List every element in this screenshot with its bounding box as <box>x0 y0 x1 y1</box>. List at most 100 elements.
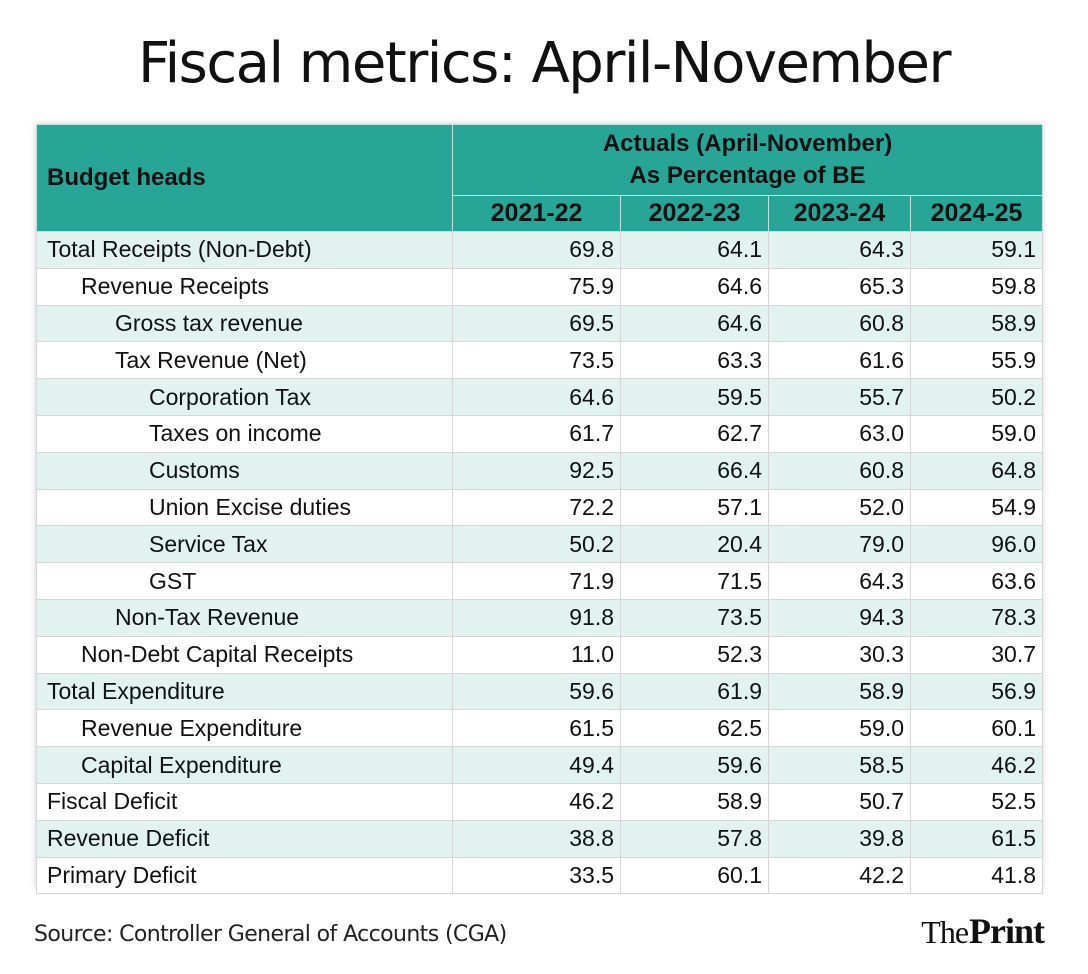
value-cell: 64.6 <box>620 304 769 343</box>
row-label: Customs <box>36 451 453 490</box>
value-cell: 63.6 <box>909 562 1044 600</box>
row-label: Fiscal Deficit <box>36 782 453 821</box>
value-cell: 72.2 <box>452 488 621 527</box>
table-body: Total Receipts (Non-Debt) 69.8 64.1 64.3 59.… <box>36 231 1044 895</box>
value-cell: 60.1 <box>620 856 769 895</box>
value-cell: 64.3 <box>768 562 911 600</box>
value-cell: 61.7 <box>452 414 621 453</box>
year-header: 2022-23 <box>620 195 769 232</box>
value-cell: 20.4 <box>620 525 769 564</box>
value-cell: 64.6 <box>452 378 621 416</box>
value-cell: 59.6 <box>620 746 769 784</box>
row-label: Revenue Receipts <box>36 267 453 306</box>
budget-heads-header: Budget heads <box>36 124 453 232</box>
table-row: Corporation Tax 64.6 59.5 55.7 50.2 <box>36 378 1044 416</box>
table-row: Taxes on income 61.7 62.7 63.0 59.0 <box>36 414 1044 453</box>
value-cell: 59.6 <box>452 672 621 711</box>
table-row: GST 71.9 71.5 64.3 63.6 <box>36 562 1044 600</box>
value-cell: 60.8 <box>768 451 911 490</box>
value-cell: 33.5 <box>452 856 621 895</box>
page-title: Fiscal metrics: April-November <box>137 31 952 96</box>
value-cell: 60.1 <box>909 709 1044 748</box>
row-label: Primary Deficit <box>36 856 453 895</box>
logo-name: Print <box>969 911 1045 951</box>
value-cell: 59.0 <box>768 709 911 748</box>
logo-prefix: The <box>921 914 969 950</box>
value-cell: 41.8 <box>909 856 1044 895</box>
value-cell: 60.8 <box>768 304 911 343</box>
value-cell: 50.2 <box>452 525 621 564</box>
value-cell: 30.7 <box>909 635 1044 674</box>
row-label: Revenue Deficit <box>36 819 453 858</box>
value-cell: 78.3 <box>909 598 1044 637</box>
value-cell: 71.5 <box>620 562 769 600</box>
value-cell: 64.6 <box>620 267 769 306</box>
value-cell: 42.2 <box>768 856 911 895</box>
value-cell: 91.8 <box>452 598 621 637</box>
value-cell: 55.9 <box>909 341 1044 380</box>
theprint-logo: The Print <box>921 910 1045 952</box>
value-cell: 11.0 <box>452 635 621 674</box>
value-cell: 59.0 <box>909 414 1044 453</box>
value-cell: 75.9 <box>452 267 621 306</box>
row-label: Total Receipts (Non-Debt) <box>36 231 453 269</box>
value-cell: 52.3 <box>620 635 769 674</box>
value-cell: 58.9 <box>909 304 1044 343</box>
value-cell: 61.9 <box>620 672 769 711</box>
fiscal-table-container: Budget heads Actuals (April-November) As… <box>36 124 1044 895</box>
table-row: Non-Debt Capital Receipts 11.0 52.3 30.3 30.… <box>36 635 1044 674</box>
value-cell: 94.3 <box>768 598 911 637</box>
value-cell: 58.5 <box>768 746 911 784</box>
value-cell: 49.4 <box>452 746 621 784</box>
value-cell: 59.5 <box>620 378 769 416</box>
value-cell: 63.3 <box>620 341 769 380</box>
table-row: Revenue Deficit 38.8 57.8 39.8 61.5 <box>36 819 1044 858</box>
value-cell: 64.1 <box>620 231 769 269</box>
value-cell: 92.5 <box>452 451 621 490</box>
table-row: Revenue Expenditure 61.5 62.5 59.0 60.1 <box>36 709 1044 748</box>
row-label: Total Expenditure <box>36 672 453 711</box>
value-cell: 57.8 <box>620 819 769 858</box>
table-row: Total Receipts (Non-Debt) 69.8 64.1 64.3 59.… <box>36 231 1044 269</box>
table-row: Non-Tax Revenue 91.8 73.5 94.3 78.3 <box>36 598 1044 637</box>
table-row: Gross tax revenue 69.5 64.6 60.8 58.9 <box>36 304 1044 343</box>
table-row: Capital Expenditure 49.4 59.6 58.5 46.2 <box>36 746 1044 784</box>
value-cell: 64.8 <box>909 451 1044 490</box>
value-cell: 59.1 <box>909 231 1044 269</box>
row-label: Capital Expenditure <box>36 746 453 784</box>
value-cell: 52.5 <box>909 782 1044 821</box>
table-row: Service Tax 50.2 20.4 79.0 96.0 <box>36 525 1044 564</box>
value-cell: 58.9 <box>620 782 769 821</box>
row-label: Union Excise duties <box>36 488 453 527</box>
year-header: 2021-22 <box>452 195 621 232</box>
group-header-line-2: As Percentage of BE <box>629 162 866 189</box>
row-label: Corporation Tax <box>36 378 453 416</box>
row-label: GST <box>36 562 453 600</box>
year-header: 2023-24 <box>768 195 911 232</box>
value-cell: 62.7 <box>620 414 769 453</box>
value-cell: 73.5 <box>620 598 769 637</box>
actuals-group-header: Actuals (April-November) As Percentage o… <box>451 124 1044 196</box>
row-label: Taxes on income <box>36 414 453 453</box>
value-cell: 71.9 <box>452 562 621 600</box>
value-cell: 50.2 <box>909 378 1044 416</box>
value-cell: 66.4 <box>620 451 769 490</box>
table-row: Revenue Receipts 75.9 64.6 65.3 59.8 <box>36 267 1044 306</box>
group-header-line-1: Actuals (April-November) <box>602 130 893 157</box>
row-label: Revenue Expenditure <box>36 709 453 748</box>
value-cell: 63.0 <box>768 414 911 453</box>
value-cell: 52.0 <box>768 488 911 527</box>
fiscal-table: Budget heads Actuals (April-November) As… <box>36 124 1044 895</box>
year-header: 2024-25 <box>909 195 1044 232</box>
value-cell: 54.9 <box>909 488 1044 527</box>
value-cell: 62.5 <box>620 709 769 748</box>
value-cell: 65.3 <box>768 267 911 306</box>
value-cell: 96.0 <box>909 525 1044 564</box>
value-cell: 58.9 <box>768 672 911 711</box>
row-label: Tax Revenue (Net) <box>36 341 453 380</box>
row-label: Non-Debt Capital Receipts <box>36 635 453 674</box>
value-cell: 69.8 <box>452 231 621 269</box>
row-label: Service Tax <box>36 525 453 564</box>
value-cell: 55.7 <box>768 378 911 416</box>
row-label: Non-Tax Revenue <box>36 598 453 637</box>
